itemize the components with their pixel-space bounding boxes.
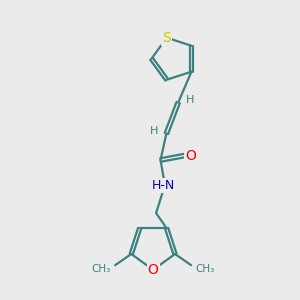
Text: S: S	[162, 31, 171, 45]
Text: H: H	[150, 126, 158, 136]
Text: CH₃: CH₃	[92, 264, 111, 274]
Text: H: H	[186, 95, 195, 105]
Text: H-N: H-N	[152, 178, 175, 192]
Text: O: O	[185, 148, 196, 163]
Text: O: O	[148, 263, 159, 277]
Text: CH₃: CH₃	[196, 264, 215, 274]
